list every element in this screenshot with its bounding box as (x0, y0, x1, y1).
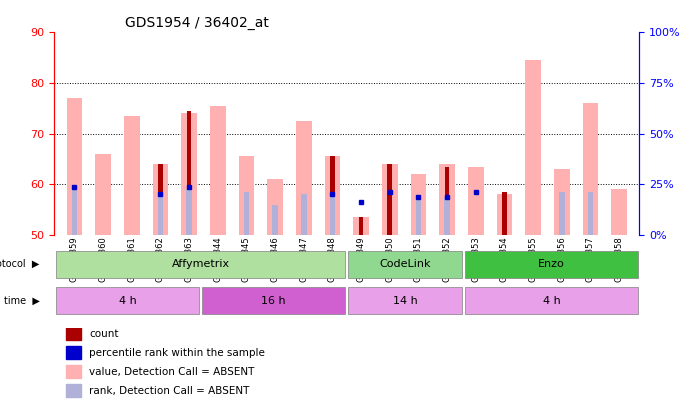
Bar (330, 156, 335, 235)
Bar (239, 156, 254, 235)
FancyBboxPatch shape (56, 287, 199, 314)
Bar (95, 154, 111, 235)
Bar (583, 103, 598, 235)
Bar (210, 106, 226, 235)
Bar (611, 189, 627, 235)
Text: count: count (90, 329, 119, 339)
Bar (187, 111, 192, 235)
Bar (382, 164, 398, 235)
FancyBboxPatch shape (465, 287, 638, 314)
Bar (588, 192, 593, 235)
FancyBboxPatch shape (465, 251, 638, 278)
Text: Enzo: Enzo (538, 259, 565, 269)
Bar (445, 166, 449, 235)
Text: time  ▶: time ▶ (4, 296, 39, 306)
Bar (496, 194, 512, 235)
FancyBboxPatch shape (202, 287, 345, 314)
Bar (152, 164, 169, 235)
Bar (324, 156, 341, 235)
Bar (71, 187, 78, 235)
FancyBboxPatch shape (348, 251, 462, 278)
Bar (67, 98, 82, 235)
Bar (353, 217, 369, 235)
Bar (66, 384, 81, 397)
Bar (158, 164, 163, 235)
Text: rank, Detection Call = ABSENT: rank, Detection Call = ABSENT (90, 386, 250, 396)
Text: 4 h: 4 h (118, 296, 137, 306)
Bar (182, 113, 197, 235)
Text: 14 h: 14 h (393, 296, 418, 306)
Bar (124, 116, 139, 235)
Bar (296, 121, 311, 235)
Bar (502, 192, 507, 235)
Bar (444, 197, 450, 235)
Text: Affymetrix: Affymetrix (171, 259, 230, 269)
Text: GDS1954 / 36402_at: GDS1954 / 36402_at (124, 16, 269, 30)
Bar (559, 192, 564, 235)
Bar (66, 346, 81, 359)
FancyBboxPatch shape (56, 251, 345, 278)
Bar (359, 217, 364, 235)
Bar (273, 205, 278, 235)
Bar (411, 174, 426, 235)
Text: CodeLink: CodeLink (379, 259, 431, 269)
Text: 4 h: 4 h (543, 296, 560, 306)
Bar (267, 179, 283, 235)
Text: 16 h: 16 h (261, 296, 286, 306)
Bar (186, 189, 192, 235)
Text: percentile rank within the sample: percentile rank within the sample (90, 348, 265, 358)
Bar (243, 192, 250, 235)
Bar (439, 164, 455, 235)
Bar (301, 194, 307, 235)
Bar (66, 365, 81, 378)
Bar (525, 60, 541, 235)
Bar (415, 197, 421, 235)
FancyBboxPatch shape (348, 287, 462, 314)
Text: protocol  ▶: protocol ▶ (0, 259, 39, 269)
Bar (554, 169, 570, 235)
Bar (66, 327, 81, 341)
Bar (158, 194, 163, 235)
Text: value, Detection Call = ABSENT: value, Detection Call = ABSENT (90, 367, 255, 377)
Bar (330, 192, 335, 235)
Bar (388, 164, 392, 235)
Bar (468, 166, 483, 235)
